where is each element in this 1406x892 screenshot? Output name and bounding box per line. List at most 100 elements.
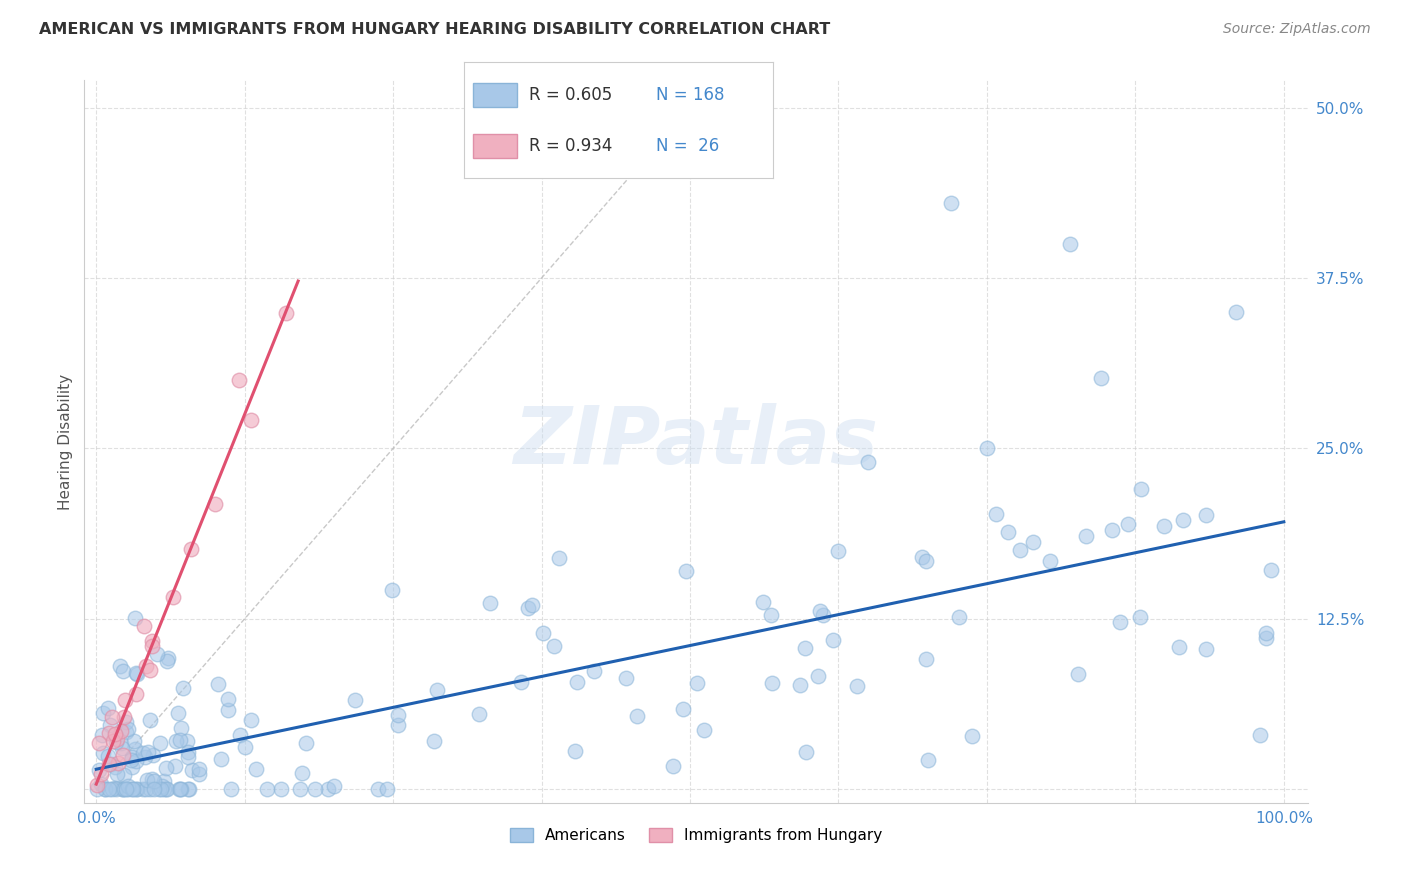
Point (97, 749, 120, 764)
Point (124, 734, 146, 748)
Point (1066, 667, 1088, 681)
Point (228, 373, 250, 387)
FancyBboxPatch shape (474, 135, 516, 158)
Point (139, 713, 162, 727)
Point (124, 611, 146, 625)
Point (180, 541, 202, 556)
Point (1010, 542, 1032, 557)
Point (662, 759, 685, 773)
Point (117, 782, 139, 797)
Point (90, 777, 112, 791)
Point (149, 736, 172, 750)
Point (155, 761, 177, 775)
Point (135, 782, 157, 797)
Point (1101, 523, 1123, 537)
Point (856, 455, 879, 469)
Point (531, 625, 554, 640)
Point (100, 782, 122, 797)
Point (98, 718, 121, 732)
Point (685, 675, 707, 690)
Point (125, 688, 148, 702)
Text: AMERICAN VS IMMIGRANTS FROM HUNGARY HEARING DISABILITY CORRELATION CHART: AMERICAN VS IMMIGRANTS FROM HUNGARY HEAR… (39, 22, 831, 37)
Point (270, 782, 292, 797)
Point (97, 782, 120, 797)
Point (761, 676, 783, 690)
Point (479, 596, 502, 610)
Point (94, 782, 117, 797)
Point (143, 773, 166, 788)
Point (911, 550, 934, 565)
Point (976, 442, 998, 456)
Point (177, 745, 200, 759)
Point (672, 702, 695, 716)
Legend: Americans, Immigrants from Hungary: Americans, Immigrants from Hungary (503, 822, 889, 849)
Point (91, 728, 114, 742)
Point (468, 707, 491, 722)
Point (120, 753, 142, 767)
Point (125, 665, 148, 680)
Point (548, 551, 571, 566)
Text: N =  26: N = 26 (655, 137, 718, 155)
Point (112, 782, 135, 797)
Point (823, 632, 845, 647)
Point (794, 640, 817, 655)
Point (288, 782, 311, 797)
Point (217, 703, 239, 717)
Point (141, 639, 163, 653)
Point (112, 710, 135, 724)
Point (426, 682, 449, 697)
Point (276, 306, 298, 320)
Point (170, 782, 193, 797)
Point (134, 749, 156, 764)
Point (1130, 482, 1153, 496)
Point (811, 607, 834, 622)
Point (165, 759, 187, 773)
Point (112, 768, 135, 782)
Point (152, 774, 174, 789)
Point (146, 647, 169, 661)
Point (239, 413, 262, 427)
Point (134, 618, 156, 632)
Point (1108, 615, 1130, 630)
Point (142, 747, 165, 762)
Point (100, 756, 122, 771)
Point (752, 595, 775, 609)
Point (256, 782, 278, 797)
Point (1256, 631, 1278, 645)
Point (759, 608, 782, 623)
Point (105, 731, 128, 746)
Point (941, 196, 963, 211)
Text: Source: ZipAtlas.com: Source: ZipAtlas.com (1223, 22, 1371, 37)
Point (375, 782, 398, 797)
Point (141, 633, 163, 648)
Point (125, 782, 148, 797)
Point (187, 762, 209, 776)
Point (516, 601, 538, 615)
Point (188, 767, 211, 781)
Point (90, 767, 112, 781)
Point (204, 497, 226, 511)
Point (155, 782, 177, 797)
Point (112, 782, 135, 797)
Point (110, 736, 132, 750)
Point (115, 782, 138, 797)
Point (156, 650, 179, 665)
Y-axis label: Hearing Disability: Hearing Disability (58, 374, 73, 509)
Point (121, 782, 143, 797)
Point (614, 671, 637, 685)
Point (111, 664, 134, 678)
Point (510, 674, 533, 689)
Point (794, 745, 817, 759)
Point (915, 554, 938, 568)
Point (105, 782, 128, 797)
Point (93, 706, 115, 720)
Point (228, 729, 250, 743)
Point (139, 782, 162, 797)
Point (948, 610, 970, 624)
Point (827, 543, 849, 558)
Point (422, 734, 444, 748)
Point (291, 765, 314, 780)
Point (127, 666, 149, 681)
Point (626, 708, 648, 723)
Point (245, 762, 267, 776)
